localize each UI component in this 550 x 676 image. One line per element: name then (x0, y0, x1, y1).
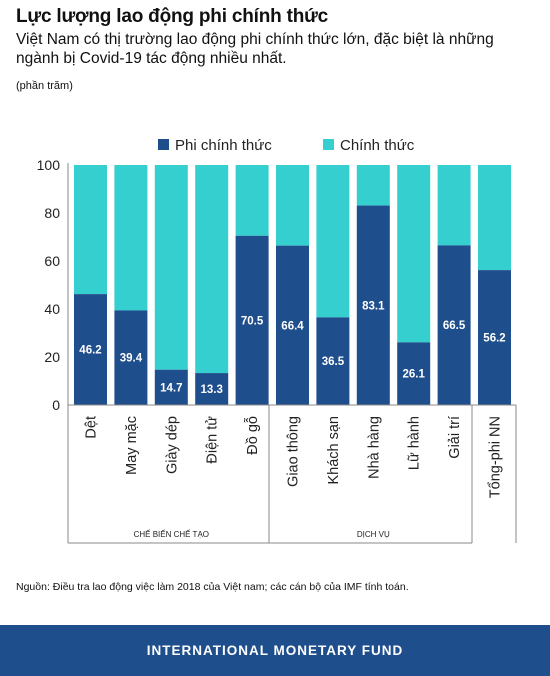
data-label: 66.4 (281, 320, 304, 332)
group-label: CHẾ BIẾN CHẾ TẠO (134, 529, 209, 539)
x-tick-label: Giải trí (447, 416, 463, 459)
x-tick-label: Dệt (84, 416, 100, 439)
y-tick-label: 40 (44, 301, 60, 317)
x-axis: Dệt May mặc Giày dép Điện tử Đồ gỗ Giao thông… (67, 404, 517, 544)
data-label: 39.4 (120, 353, 143, 365)
bar-formal (316, 165, 350, 318)
x-tick-label: Giao thông (286, 416, 302, 487)
x-tick-label: Đồ gỗ (244, 416, 261, 455)
bar-informal (276, 245, 309, 405)
x-tick-label: Nhà hàng (366, 416, 382, 479)
x-tick-label: Lữ hành (407, 416, 423, 470)
bar-informal (437, 245, 471, 405)
bars: 46.2 39.4 14.7 13.3 70.5 66.4 36.5 83.1 26.1 66.5… (74, 165, 511, 405)
x-tick-label: Điện tử (205, 416, 221, 464)
y-tick-label: 0 (52, 397, 60, 413)
bar-informal (154, 369, 188, 405)
bar-formal (437, 165, 471, 246)
legend-label-0: Phi chính thức (175, 137, 272, 154)
bar-informal (74, 294, 107, 405)
legend-label-1: Chính thức (340, 137, 415, 154)
x-tick-label: May mặc (124, 416, 140, 475)
legend-swatch-0 (158, 139, 169, 150)
y-tick-label: 100 (37, 157, 61, 173)
x-tick-label: Giày dép (164, 416, 180, 474)
bar-informal (114, 310, 148, 405)
bar-formal (195, 165, 229, 374)
data-label: 70.5 (241, 315, 264, 327)
bar-informal (397, 342, 431, 405)
data-label: 83.1 (362, 300, 385, 312)
bar-informal (478, 270, 511, 405)
data-label: 36.5 (322, 356, 345, 368)
data-label: 13.3 (201, 384, 223, 396)
imf-footer-bar: INTERNATIONAL MONETARY FUND (0, 625, 550, 676)
data-label: 66.5 (443, 320, 466, 332)
footer-label: INTERNATIONAL MONETARY FUND (146, 643, 404, 658)
bar-informal (316, 317, 350, 405)
bar-formal (356, 165, 390, 206)
chart-subtitle: Việt Nam có thị trường lao động phi chín… (16, 31, 494, 67)
bar-informal (356, 205, 390, 405)
data-label: 26.1 (403, 369, 426, 381)
y-tick-label: 80 (44, 205, 60, 221)
bar-formal (478, 165, 511, 271)
y-tick-label: 20 (44, 349, 60, 365)
bar-formal (154, 165, 188, 370)
bar-formal (397, 165, 431, 343)
bar-formal (235, 165, 269, 236)
group-label: DỊCH VỤ (357, 530, 390, 539)
data-label: 46.2 (79, 345, 101, 357)
unit-label: (phần trăm) (16, 80, 73, 92)
y-axis: 0 20 40 60 80 100 (37, 157, 69, 413)
bar-formal (74, 165, 107, 295)
stacked-bar-chart: Phi chính thức Chính thức 0 20 40 60 80 100 46… (37, 137, 517, 544)
x-tick-label: Tổng-phi NN (488, 416, 504, 498)
bar-informal (235, 235, 269, 405)
chart-title: Lực lượng lao động phi chính thức (16, 6, 329, 27)
y-tick-label: 60 (44, 253, 60, 269)
bar-formal (114, 165, 148, 311)
legend-swatch-1 (323, 139, 334, 150)
x-tick-label: Khách sạn (326, 416, 342, 485)
legend: Phi chính thức Chính thức (158, 137, 415, 154)
bar-informal (195, 373, 229, 405)
data-label: 56.2 (483, 333, 505, 345)
source-note: Nguồn: Điều tra lao động việc làm 2018 c… (16, 581, 409, 593)
bar-formal (276, 165, 309, 246)
data-label: 14.7 (160, 382, 182, 394)
